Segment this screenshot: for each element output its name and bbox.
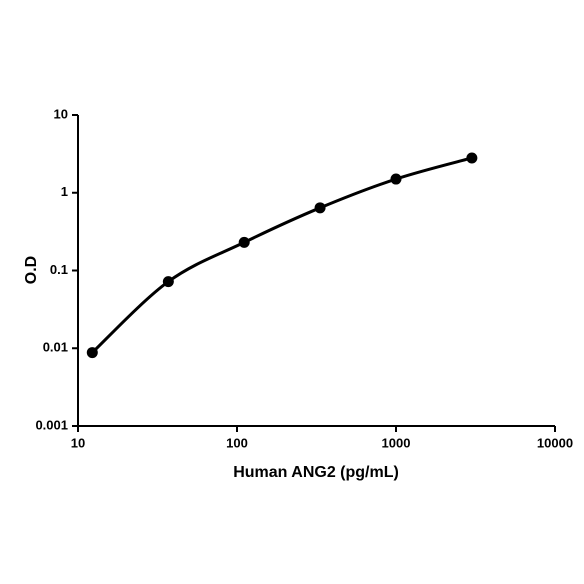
y-tick-label: 10 [54,106,68,121]
point [466,152,478,164]
x-tick-label: 100 [226,435,248,450]
y-axis-title: O.D [23,256,40,284]
y-tick-label: 0.001 [35,417,68,432]
x-tick-label: 1000 [382,435,411,450]
point [162,276,174,288]
point [86,347,98,359]
y-tick-label: 1 [61,184,68,199]
x-axis-title: Human ANG2 (pg/mL) [233,464,399,481]
x-tick-label: 10000 [537,435,573,450]
point [238,236,250,248]
x-tick-label: 10 [71,435,85,450]
y-tick-label: 0.01 [43,340,68,355]
point [390,173,402,185]
point [314,202,326,214]
y-tick-label: 0.1 [50,262,68,277]
